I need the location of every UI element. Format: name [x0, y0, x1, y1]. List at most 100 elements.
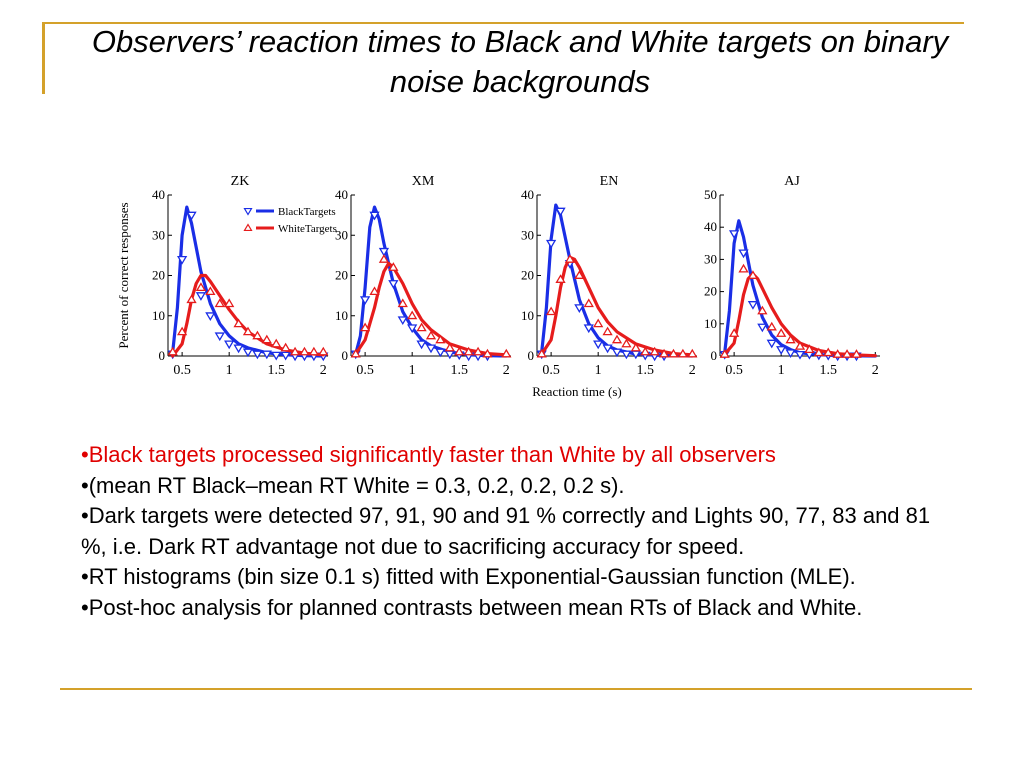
data-point-whitetargets [640, 346, 651, 356]
data-point-blacktargets [252, 350, 263, 360]
data-point-whitetargets [463, 346, 474, 356]
y-tick-label: 40 [335, 187, 348, 202]
x-tick-label: 2 [872, 363, 879, 378]
x-tick-label: 1 [409, 363, 416, 378]
rt-figure: 0 10 20 30 40 0.5 1 1.5 2 ZK Percent of correct re… [100, 160, 900, 415]
chart-panel-xm: 0 10 20 30 40 0.5 1 1.5 2 XM [335, 174, 512, 378]
data-point-blacktargets [766, 339, 777, 349]
data-point-whitetargets [214, 298, 225, 308]
x-tick-label: 0.5 [542, 363, 560, 378]
data-point-whitetargets [261, 334, 272, 344]
panel-title: ZK [231, 174, 250, 189]
series-line-blacktargets [723, 219, 877, 358]
data-point-whitetargets [574, 270, 585, 279]
data-point-whitetargets [728, 328, 740, 337]
data-point-whitetargets [271, 338, 282, 348]
data-point-whitetargets [621, 338, 632, 348]
data-point-whitetargets [205, 286, 216, 296]
y-tick-label: 10 [152, 308, 165, 323]
data-point-whitetargets [233, 318, 244, 328]
data-point-whitetargets [444, 342, 455, 352]
data-point-whitetargets [687, 348, 698, 358]
data-point-blacktargets [195, 292, 207, 301]
data-point-whitetargets [299, 346, 310, 356]
data-point-blacktargets [397, 316, 408, 326]
data-point-blacktargets [271, 351, 282, 361]
y-tick-label: 10 [335, 308, 348, 323]
data-point-whitetargets [602, 326, 613, 336]
data-point-whitetargets [630, 342, 641, 352]
legend-label: BlackTargets [278, 206, 336, 218]
data-point-blacktargets [359, 296, 371, 305]
y-axis-label: Percent of correct responses [116, 202, 131, 348]
y-tick-label: 30 [152, 227, 165, 242]
data-point-whitetargets [747, 270, 759, 279]
data-point-blacktargets [378, 247, 390, 257]
y-tick-label: 0 [159, 348, 166, 363]
accent-rule-top [42, 22, 964, 24]
data-point-whitetargets [719, 349, 730, 358]
data-point-whitetargets [823, 347, 834, 357]
data-point-blacktargets [224, 340, 235, 350]
data-point-whitetargets [435, 334, 446, 344]
y-tick-label: 20 [704, 284, 717, 299]
data-point-whitetargets [583, 298, 594, 308]
data-point-whitetargets [369, 286, 380, 296]
bullet-item: •Dark targets were detected 97, 91, 90 a… [81, 503, 931, 559]
data-point-blacktargets [214, 332, 225, 342]
panel-title: EN [600, 174, 619, 189]
data-point-blacktargets [261, 350, 272, 360]
x-tick-label: 0.5 [725, 363, 743, 378]
data-point-whitetargets [472, 346, 484, 356]
data-point-blacktargets [407, 324, 418, 334]
x-tick-label: 2 [320, 363, 327, 378]
legend-marker-blacktargets [243, 207, 253, 216]
x-tick-label: 2 [503, 363, 510, 378]
x-tick-label: 1.5 [636, 363, 654, 378]
legend-label: WhiteTargets [278, 223, 337, 235]
chart-panel-en: 0 10 20 30 40 0.5 1 1.5 2 EN Reaction time (s) [521, 174, 698, 399]
y-tick-label: 40 [704, 219, 717, 234]
data-point-whitetargets [454, 346, 465, 356]
x-tick-label: 2 [689, 363, 696, 378]
data-point-whitetargets [593, 318, 604, 328]
data-point-blacktargets [574, 304, 585, 313]
x-tick-label: 1 [226, 363, 233, 378]
data-point-blacktargets [593, 340, 604, 350]
y-tick-label: 30 [704, 251, 717, 266]
data-point-whitetargets [176, 326, 188, 336]
data-point-whitetargets [425, 330, 437, 340]
data-point-blacktargets [233, 344, 244, 354]
x-tick-label: 1.5 [450, 363, 468, 378]
x-tick-label: 1.5 [819, 363, 837, 378]
y-tick-label: 0 [342, 348, 349, 363]
data-point-whitetargets [482, 348, 493, 358]
y-tick-label: 30 [335, 227, 348, 242]
data-point-whitetargets [536, 348, 547, 358]
data-point-whitetargets [555, 274, 566, 283]
data-point-blacktargets [785, 349, 796, 359]
y-tick-label: 0 [711, 348, 718, 363]
data-point-whitetargets [378, 254, 390, 263]
series-line-whitetargets [171, 273, 325, 358]
data-point-blacktargets [545, 239, 557, 249]
data-point-whitetargets [738, 263, 749, 273]
data-point-whitetargets [832, 349, 843, 358]
data-point-whitetargets [359, 322, 371, 332]
data-point-blacktargets [205, 312, 216, 322]
data-point-blacktargets [583, 324, 594, 334]
x-tick-label: 0.5 [173, 363, 191, 378]
data-point-whitetargets [289, 346, 301, 356]
data-point-whitetargets [388, 262, 399, 271]
data-point-blacktargets [621, 350, 632, 360]
y-tick-label: 20 [152, 268, 165, 283]
data-point-whitetargets [545, 306, 557, 316]
panel-title: XM [412, 174, 435, 189]
slide-title: Observers’ reaction times to Black and W… [91, 24, 949, 99]
bullet-item: •Black targets processed significantly f… [81, 442, 776, 467]
data-point-blacktargets [444, 350, 455, 360]
data-point-whitetargets [785, 334, 796, 344]
data-point-whitetargets [611, 334, 623, 344]
data-point-whitetargets [195, 282, 207, 292]
y-tick-label: 10 [704, 316, 717, 331]
